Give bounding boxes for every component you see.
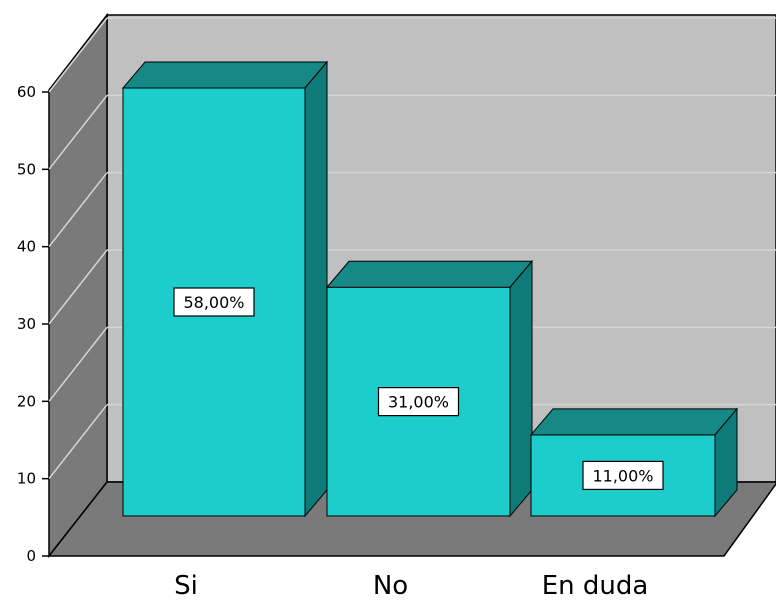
x-axis-categories: Si No En duda	[174, 571, 648, 601]
category-label: No	[373, 571, 408, 601]
side-gridline-60	[48, 17, 108, 93]
bar-side	[714, 407, 738, 518]
bar-side	[304, 60, 328, 518]
bar-top	[121, 61, 329, 89]
side-gridline-20	[48, 326, 108, 402]
data-label-box	[173, 287, 255, 317]
bar-top	[529, 408, 739, 436]
data-label: 31,00%	[388, 393, 449, 412]
bar-top	[325, 260, 534, 288]
side-gridline-10	[48, 404, 108, 480]
y-axis-ticks: 0 10 20 30 40 50 60	[17, 83, 49, 565]
bars: 58,00% 31,00% 11,00%	[121, 60, 739, 518]
bar-si: 58,00%	[121, 60, 329, 518]
bar-no: 31,00%	[325, 259, 534, 518]
side-gridline-50	[48, 94, 108, 170]
category-label: Si	[174, 571, 198, 601]
side-wall	[48, 12, 108, 559]
y-tick-label: 30	[17, 315, 36, 333]
bar-side	[509, 259, 533, 518]
y-tick-label: 10	[17, 470, 36, 488]
data-label: 58,00%	[183, 293, 244, 312]
side-gridline-40	[48, 172, 108, 248]
y-tick-label: 0	[26, 547, 36, 565]
bar-en-duda: 11,00%	[529, 407, 739, 518]
y-tick-label: 60	[17, 83, 36, 101]
data-label-box	[377, 387, 460, 417]
y-tick-label: 50	[17, 160, 36, 178]
data-label-box	[582, 460, 664, 491]
category-label: En duda	[542, 571, 649, 601]
y-tick-label: 20	[17, 392, 36, 410]
side-gridline-30	[48, 249, 108, 325]
data-label: 11,00%	[592, 466, 653, 485]
y-tick-label: 40	[17, 238, 36, 256]
